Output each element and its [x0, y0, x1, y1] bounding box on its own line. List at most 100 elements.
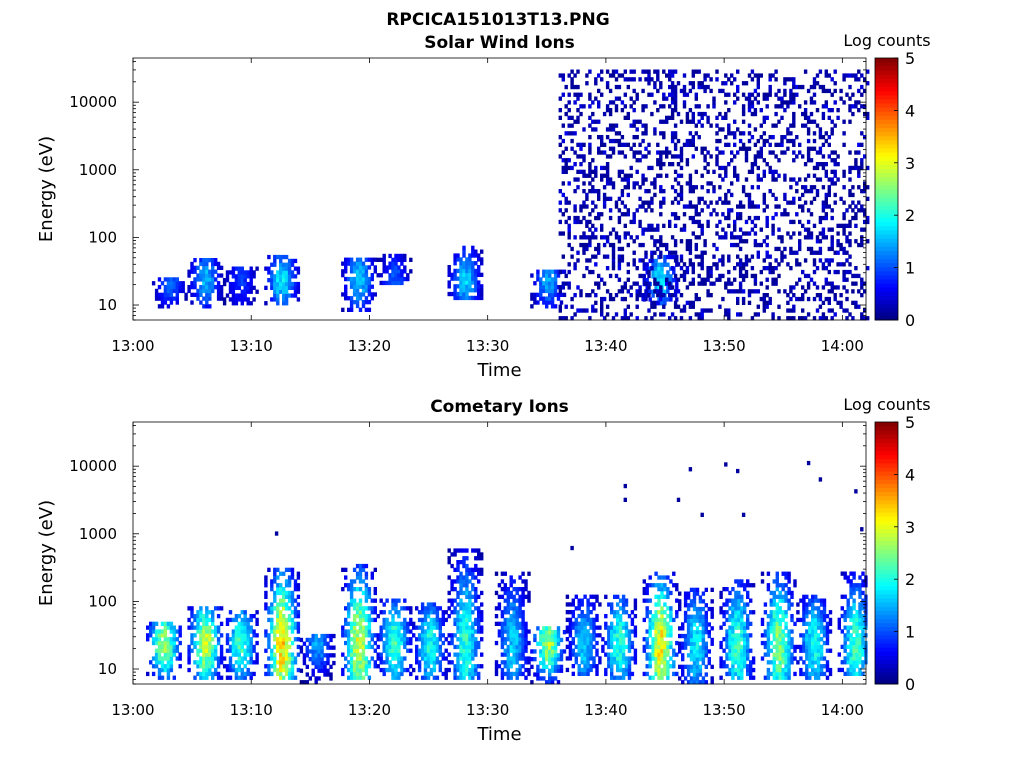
heatmap-cell: [564, 273, 568, 279]
heatmap-cell: [866, 266, 870, 271]
heatmap-cell: [706, 269, 710, 275]
heatmap-cell: [644, 131, 648, 136]
heatmap-cell: [459, 268, 463, 274]
heatmap-cell: [653, 84, 657, 90]
heatmap-cell: [548, 269, 552, 274]
heatmap-cell: [703, 146, 707, 151]
heatmap-cell: [660, 262, 664, 267]
heatmap-cell: [750, 204, 755, 209]
heatmap-cell: [863, 189, 867, 194]
heatmap-cell: [614, 138, 619, 144]
heatmap-cell: [509, 660, 513, 665]
heatmap-cell: [225, 664, 230, 669]
heatmap-cell: [666, 289, 670, 294]
heatmap-cell: [670, 69, 675, 74]
heatmap-cell: [605, 254, 610, 259]
heatmap-cell: [561, 231, 565, 236]
heatmap-cell: [611, 242, 616, 248]
heatmap-cell: [605, 196, 610, 201]
colorbar-segment: [875, 303, 898, 309]
heatmap-cell: [290, 293, 295, 298]
heatmap-cell: [509, 640, 513, 646]
heatmap-cell: [792, 92, 796, 97]
heatmap-cell: [477, 617, 481, 623]
heatmap-cell: [851, 111, 855, 117]
heatmap-cell: [842, 119, 846, 124]
heatmap-cell: [824, 204, 828, 209]
heatmap-cell: [214, 258, 218, 263]
heatmap-cell: [494, 640, 499, 646]
heatmap-cell: [792, 111, 796, 117]
heatmap-cell: [848, 169, 852, 174]
heatmap-cell: [462, 590, 466, 596]
heatmap-cell: [237, 648, 241, 653]
heatmap-cell: [576, 96, 580, 101]
heatmap-cell: [567, 223, 571, 228]
heatmap-cell: [675, 254, 679, 260]
heatmap-cell: [860, 92, 864, 97]
heatmap-cell: [214, 629, 218, 634]
heatmap-cell: [863, 185, 867, 190]
heatmap-cell: [568, 633, 573, 638]
heatmap-cell: [417, 610, 422, 615]
heatmap-cell: [857, 100, 861, 105]
heatmap-cell: [349, 587, 354, 592]
heatmap-cell: [208, 292, 212, 297]
heatmap-cell: [530, 680, 534, 685]
heatmap-cell: [344, 583, 348, 588]
heatmap-cell: [679, 154, 684, 159]
heatmap-cell: [228, 289, 233, 294]
heatmap-cell: [627, 637, 632, 642]
heatmap-cell: [287, 567, 292, 572]
heatmap-cell: [406, 621, 410, 626]
heatmap-cell: [228, 656, 233, 661]
heatmap-cell: [559, 657, 564, 662]
heatmap-cell: [506, 667, 510, 673]
heatmap-cell: [290, 664, 295, 669]
heatmap-cell: [842, 262, 846, 267]
heatmap-cell: [644, 208, 648, 213]
heatmap-cell: [296, 610, 301, 615]
heatmap-cell: [848, 104, 852, 109]
heatmap-cell: [435, 637, 440, 642]
heatmap-cell: [196, 610, 200, 615]
heatmap-cell: [550, 285, 555, 290]
heatmap-cell: [697, 81, 701, 86]
heatmap-cell: [676, 162, 681, 167]
heatmap-cell: [246, 285, 250, 290]
heatmap-cell: [573, 84, 577, 90]
heatmap-cell: [824, 131, 828, 136]
heatmap-cell: [803, 235, 808, 240]
heatmap-cell: [774, 169, 778, 174]
heatmap-cell: [462, 614, 466, 619]
heatmap-cell: [423, 648, 428, 653]
heatmap-cell: [154, 629, 159, 634]
heatmap-cell: [367, 629, 372, 634]
heatmap-cell: [580, 625, 584, 630]
heatmap-cell: [545, 626, 549, 631]
heatmap-cell: [521, 602, 525, 607]
heatmap-cell: [610, 602, 614, 607]
heatmap-cell: [762, 266, 766, 271]
heatmap-cell: [669, 278, 673, 283]
heatmap-cell: [597, 212, 601, 217]
heatmap-cell: [219, 288, 224, 294]
heatmap-cell: [305, 664, 309, 669]
heatmap-cell: [282, 621, 286, 626]
heatmap-cell: [806, 119, 811, 124]
heatmap-cell: [216, 656, 221, 661]
heatmap-cell: [329, 633, 333, 639]
heatmap-cell: [604, 671, 608, 677]
heatmap-cell: [768, 300, 772, 305]
heatmap-cell: [420, 633, 425, 638]
heatmap-cell: [447, 590, 451, 596]
heatmap-cell: [824, 69, 828, 74]
heatmap-cell: [762, 115, 766, 120]
heatmap-cell: [506, 621, 510, 626]
heatmap-cell: [594, 281, 598, 286]
heatmap-cell: [320, 645, 324, 650]
heatmap-cell: [284, 262, 289, 267]
heatmap-cell: [341, 652, 345, 657]
heatmap-cell: [391, 633, 395, 638]
heatmap-cell: [382, 602, 386, 607]
